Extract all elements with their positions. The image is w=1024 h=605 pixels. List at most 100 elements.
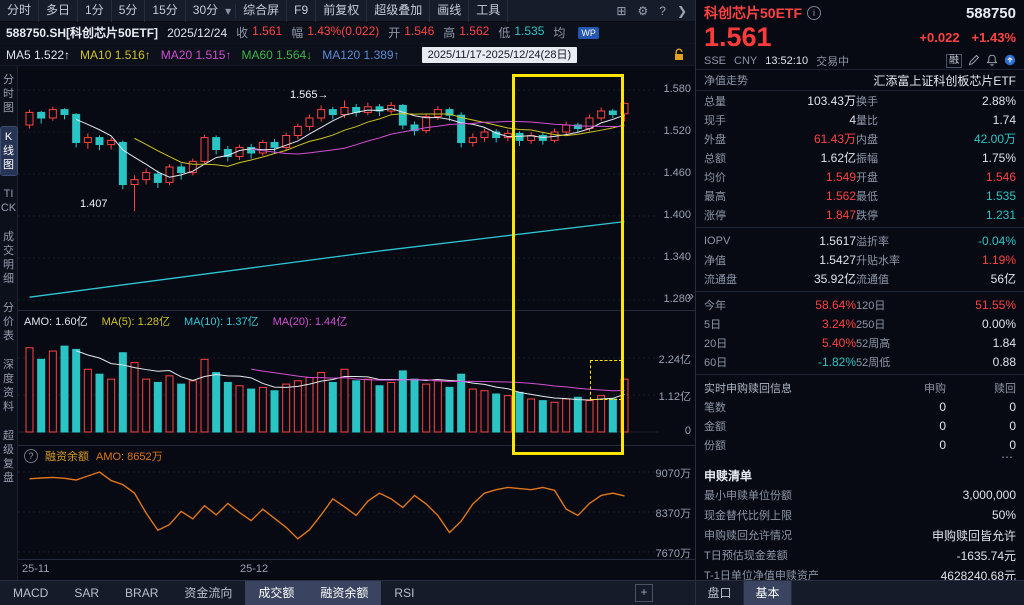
volume-ma20-label: MA(20): 1.44亿: [272, 316, 348, 328]
grid-layout-icon[interactable]: ⊞: [616, 3, 627, 18]
tool-f9[interactable]: F9: [287, 0, 317, 22]
stat-value: 1.847: [825, 207, 856, 222]
redemption-row-label: T日预估现金差额: [704, 550, 788, 562]
subscription-row-label: 笔数: [704, 401, 726, 414]
tab-capital-flow[interactable]: 资金流向: [184, 586, 233, 600]
stat-value: 1.562: [825, 188, 856, 203]
subscription-row: 金额 0 0: [696, 416, 1024, 435]
stat-label: 52周高: [856, 337, 891, 350]
etf-name: 科创芯片50ETF: [704, 5, 803, 21]
sidebar-item-trade-detail[interactable]: 成交明细: [3, 231, 14, 285]
collapse-panel-handle[interactable]: »: [686, 288, 694, 303]
tab-basic-info[interactable]: 基本: [744, 581, 792, 605]
subscription-sell-value: 0: [1009, 418, 1016, 433]
stat-label: 外盘: [704, 133, 726, 146]
stat-row: 总量 103.43万 换手 2.88%: [696, 91, 1024, 110]
period-tab-1min[interactable]: 1分: [78, 0, 112, 22]
more-ellipsis-button[interactable]: ⋯: [1001, 450, 1014, 464]
redemption-row: 最小申赎单位份额 3,000,000: [696, 485, 1024, 505]
period-tab-15min[interactable]: 15分: [145, 0, 186, 22]
volume-dashed-highlight: [590, 360, 622, 400]
subscription-sell-value: 0: [1009, 437, 1016, 452]
stat-label: 250日: [856, 318, 886, 331]
stat-value: 42.00万: [973, 132, 1016, 146]
stat-label: 最高: [704, 190, 726, 203]
stat-label: 升贴水率: [856, 254, 900, 267]
period-tab-multiday[interactable]: 多日: [39, 0, 79, 22]
redemption-row: 申购赎回允许情况 申购赎回皆允许: [696, 525, 1024, 545]
stat-label: 流通盘: [704, 273, 737, 286]
help-icon[interactable]: ?: [659, 3, 666, 18]
stat-value: 5.40%: [821, 335, 856, 350]
tool-draw-line[interactable]: 画线: [430, 0, 470, 22]
sidebar-item-super-replay[interactable]: 超级复盘: [3, 430, 14, 484]
subscription-sell-value: 0: [1009, 399, 1016, 414]
subscription-row: 份额 0 0: [696, 435, 1024, 454]
bell-icon[interactable]: [986, 54, 998, 69]
open-value: 1.546: [404, 24, 435, 38]
gear-icon[interactable]: ⚙: [637, 3, 649, 18]
period-dropdown-caret-icon[interactable]: ▾: [221, 3, 237, 18]
stat-label: 均价: [704, 171, 726, 184]
margin-ytick: 8370万: [655, 508, 691, 520]
period-tab-timeshare[interactable]: 分时: [0, 0, 40, 22]
sidebar-item-kline-chart[interactable]: K线图: [0, 126, 18, 176]
tool-composite-screen[interactable]: 综合屏: [236, 0, 288, 22]
sidebar-item-timeshare-chart[interactable]: 分时图: [3, 74, 14, 114]
arrow-up-circle-icon[interactable]: [1004, 54, 1016, 69]
tool-tools[interactable]: 工具: [469, 0, 509, 22]
low-label: 低: [498, 26, 511, 40]
redemption-row: 现金替代比例上限 50%: [696, 505, 1024, 525]
redemption-row-label: 现金替代比例上限: [704, 510, 792, 522]
subscription-buy-value: 0: [939, 437, 946, 452]
x-axis-label: 25-12: [240, 563, 269, 575]
stat-row: 今年 58.64% 120日 51.55%: [696, 295, 1024, 314]
stat-row: 5日 3.24% 250日 0.00%: [696, 314, 1024, 333]
tool-forward-adjust[interactable]: 前复权: [316, 0, 368, 22]
period-tab-30min[interactable]: 30分: [192, 2, 219, 17]
stat-value: 1.546: [985, 169, 1016, 184]
wp-badge[interactable]: WP: [578, 26, 599, 39]
add-indicator-button[interactable]: +: [635, 584, 653, 602]
stat-value: 1.5427: [819, 252, 856, 267]
divider: [696, 374, 1024, 375]
tab-turnover[interactable]: 成交额: [245, 581, 308, 605]
margin-tradable-badge[interactable]: 融: [946, 54, 962, 68]
amo-value: AMO: 1.60亿: [24, 316, 88, 328]
price-ytick: 1.400: [663, 209, 691, 221]
tab-margin-balance[interactable]: 融资余额: [307, 581, 382, 605]
sidebar-item-price-table[interactable]: 分价表: [3, 302, 14, 342]
redemption-row-value: 3,000,000: [962, 488, 1016, 502]
stat-value: 1.19%: [981, 252, 1016, 267]
help-circle-icon[interactable]: ?: [24, 449, 38, 463]
info-icon[interactable]: i: [807, 6, 822, 20]
subscription-buy-value: 0: [939, 399, 946, 414]
redemption-row: T日预估现金差额 -1635.74元: [696, 545, 1024, 565]
chevron-right-icon[interactable]: ❯: [676, 3, 687, 18]
symbol-label: 588750.SH[科创芯片50ETF]: [6, 26, 159, 40]
stat-value: 35.92亿: [813, 272, 856, 286]
period-tab-5min[interactable]: 5分: [112, 0, 146, 22]
stat-label: 52周低: [856, 356, 891, 369]
sidebar-item-tick[interactable]: TICK: [0, 188, 17, 214]
margin-balance-title[interactable]: 融资余额: [45, 451, 89, 463]
tool-super-overlay[interactable]: 超级叠加: [367, 0, 431, 22]
stat-label: 量比: [856, 114, 878, 127]
price-ytick: 1.520: [663, 125, 691, 137]
x-axis-label: 25-11: [22, 563, 50, 575]
high-value: 1.562: [459, 24, 490, 38]
pencil-icon[interactable]: [968, 54, 980, 69]
nav-trend-link[interactable]: 净值走势: [704, 75, 748, 87]
tab-rsi[interactable]: RSI: [394, 586, 415, 600]
redemption-row-label: T-1日单位净值申赎资产: [704, 570, 819, 582]
quote-date: 2025/12/24: [167, 25, 228, 40]
lock-icon[interactable]: [673, 48, 685, 61]
price-row: 1.561 +0.022 +1.43%: [696, 23, 1024, 51]
tab-order-book[interactable]: 盘口: [696, 581, 744, 605]
tab-brar[interactable]: BRAR: [125, 586, 159, 600]
chart-canvas[interactable]: [18, 66, 695, 580]
redemption-list-title: 申赎清单: [704, 469, 753, 483]
tab-sar[interactable]: SAR: [74, 586, 100, 600]
tab-macd[interactable]: MACD: [13, 586, 49, 600]
sidebar-item-depth-data[interactable]: 深度资料: [3, 359, 14, 413]
